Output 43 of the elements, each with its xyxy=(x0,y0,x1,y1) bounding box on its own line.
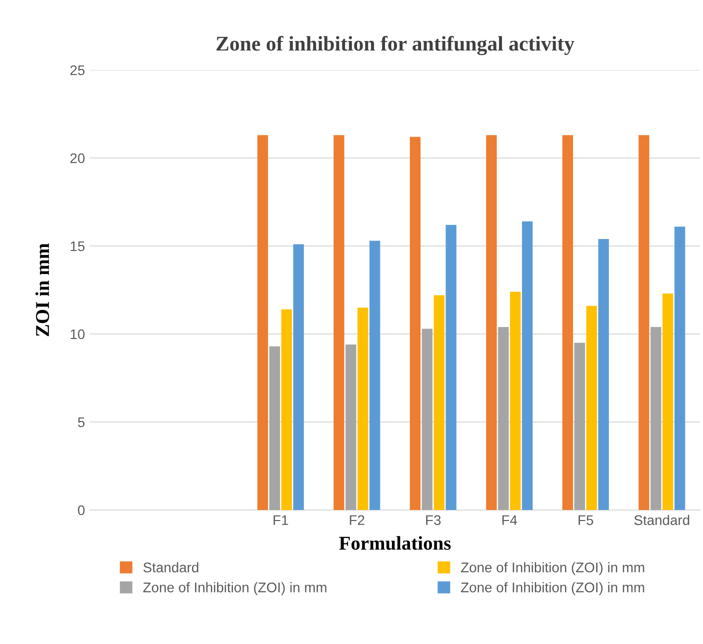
bar xyxy=(269,346,280,510)
bar xyxy=(281,309,292,510)
bar xyxy=(586,306,597,510)
bar xyxy=(257,135,268,510)
bar xyxy=(650,326,662,510)
legend-label: Zone of Inhibition (ZOI) in mm xyxy=(461,582,644,596)
bar xyxy=(434,295,444,510)
bar xyxy=(422,328,432,510)
bar xyxy=(574,342,585,510)
legend-label: Zone of Inhibition (ZOI) in mm xyxy=(461,562,644,576)
x-tick-label: F4 xyxy=(502,515,518,525)
bar xyxy=(598,238,609,510)
bar xyxy=(334,135,344,510)
bar xyxy=(562,135,574,510)
chart-title: Zone of inhibition for antifungal activity xyxy=(216,36,574,56)
y-tick-label: 25 xyxy=(70,65,85,76)
bar xyxy=(498,326,509,510)
bar xyxy=(293,244,304,510)
x-tick-label: F1 xyxy=(274,515,288,525)
y-tick-label: 20 xyxy=(70,153,85,164)
x-tick-label: F5 xyxy=(578,515,594,526)
bar xyxy=(446,224,456,510)
bar xyxy=(662,294,674,510)
x-tick-label: F3 xyxy=(426,515,441,526)
bar xyxy=(674,226,686,510)
y-axis-title: ZOI in mm xyxy=(35,243,50,336)
x-tick-label: F2 xyxy=(350,515,364,525)
bar xyxy=(369,240,380,510)
legend-label: Zone of Inhibition (ZOI) in mm xyxy=(143,582,326,596)
y-tick-label: 15 xyxy=(70,241,85,252)
y-tick-label: 5 xyxy=(78,417,85,428)
bar xyxy=(358,308,368,510)
x-axis-title: Formulations xyxy=(339,536,451,550)
bar xyxy=(410,136,421,510)
x-tick-label: Standard xyxy=(634,514,690,526)
bar xyxy=(346,344,356,510)
bar xyxy=(522,221,533,510)
bar xyxy=(510,292,521,510)
bar xyxy=(486,135,497,510)
legend-label: Standard xyxy=(143,562,198,572)
bar xyxy=(638,135,650,510)
y-tick-label: 0 xyxy=(78,505,85,516)
y-tick-label: 10 xyxy=(70,329,85,340)
